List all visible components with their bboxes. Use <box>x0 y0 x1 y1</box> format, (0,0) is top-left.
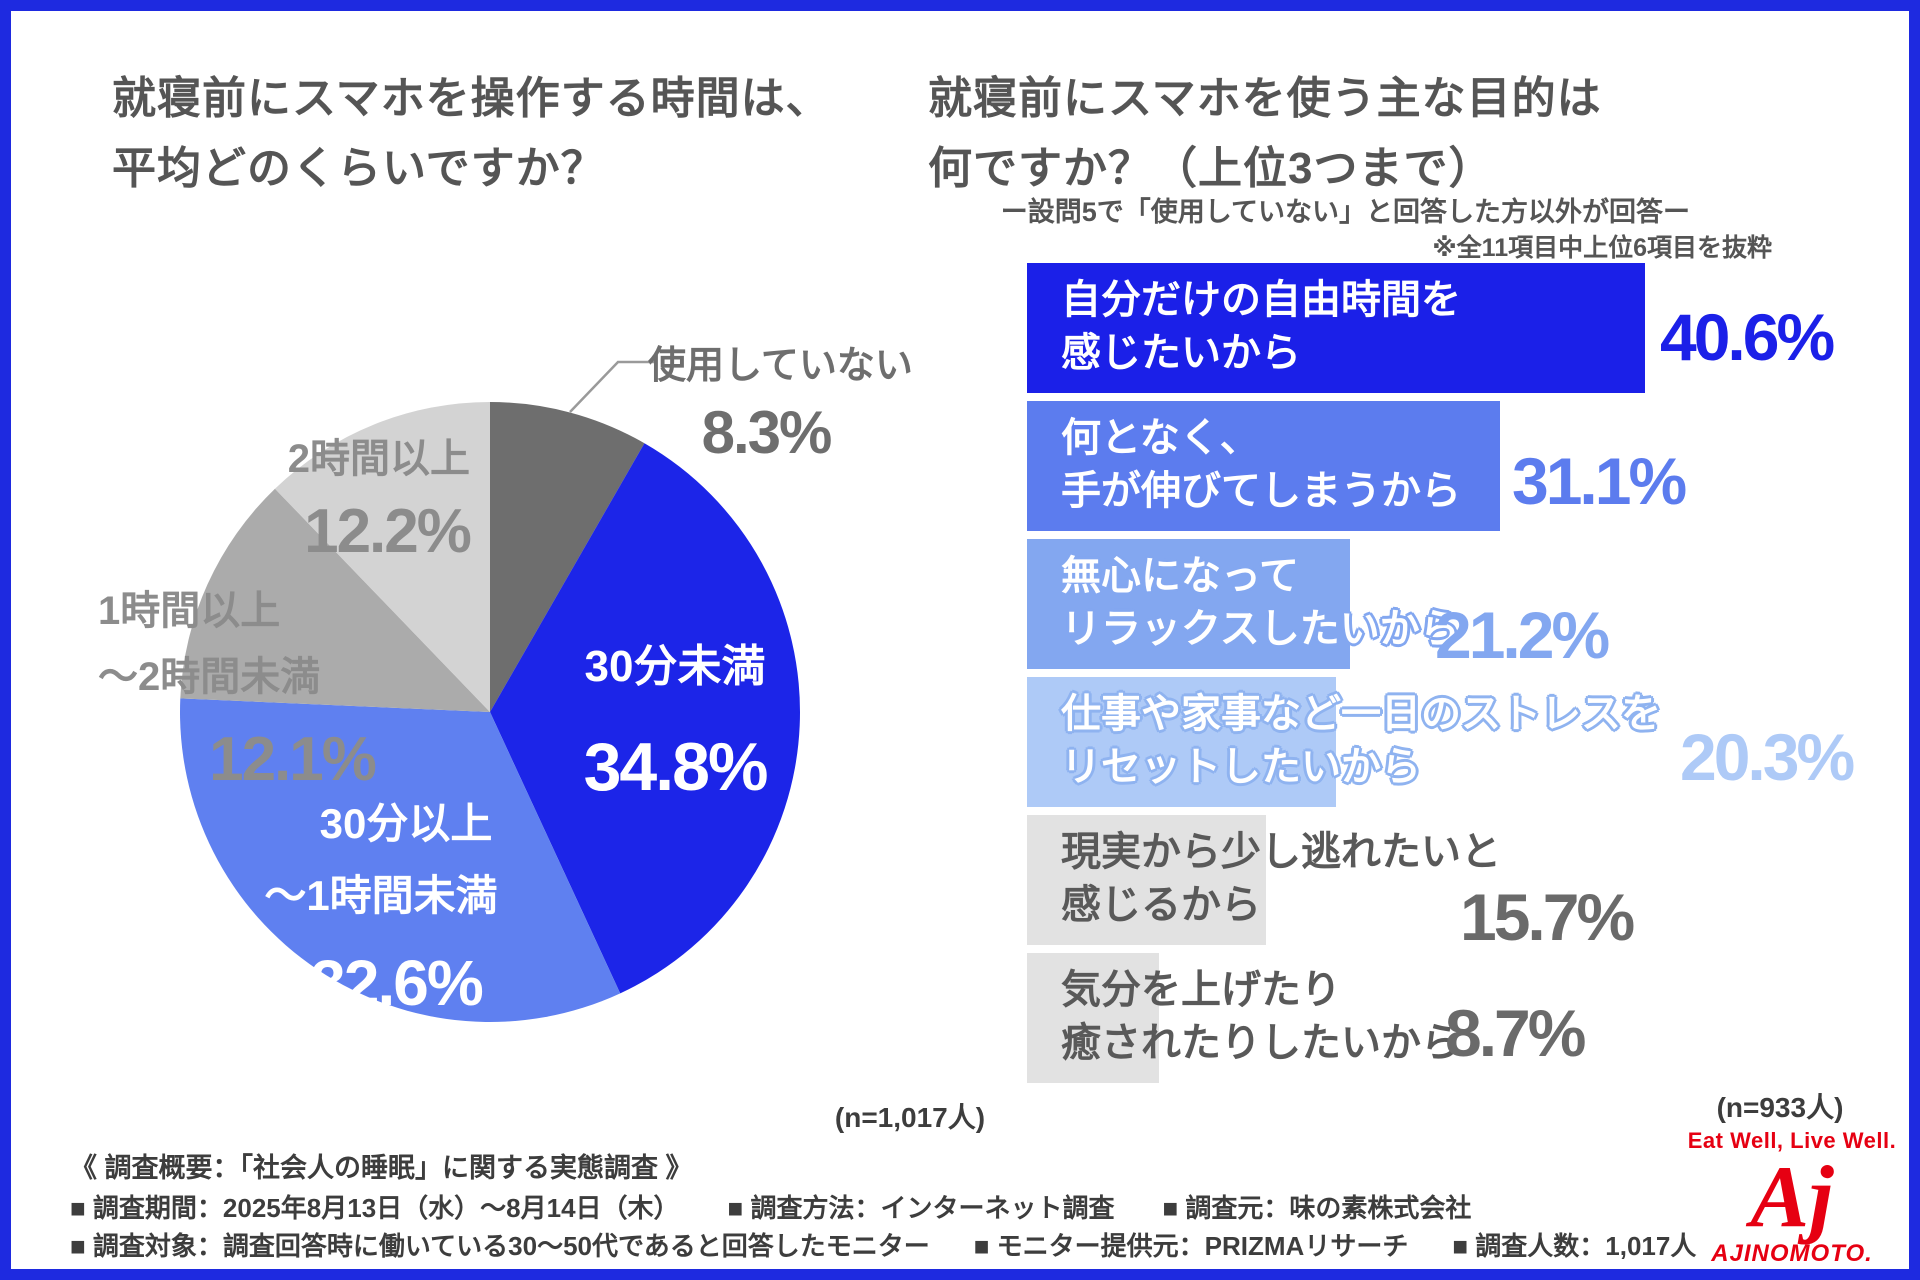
pie-label-2h-plus: 2時間以上 <box>287 437 470 481</box>
pie-chart <box>180 360 801 1023</box>
bar <box>1027 677 1336 807</box>
pie-label-1to2h-line1: 1時間以上 <box>98 589 281 633</box>
bar-title-line1: 就寝前にスマホを使う主な目的は <box>928 74 1602 123</box>
bar-value: 31.1% <box>1512 444 1687 518</box>
survey-provider: ■ モニター提供元：PRIZMAリサーチ <box>973 1231 1409 1261</box>
bar-value: 8.7% <box>1445 996 1586 1070</box>
bar-value: 21.2% <box>1435 598 1610 672</box>
bar-row: 自分だけの自由時間を 感じたいから 40.6% <box>1027 263 1909 393</box>
logo-wordmark: AJINOMOTO. <box>1711 1240 1873 1267</box>
pie-label-30to1h-line2: 〜1時間未満 <box>264 872 498 919</box>
bar <box>1027 263 1645 393</box>
bar-sample-size: (n=933人) <box>1716 1092 1844 1123</box>
callout-line <box>569 360 655 413</box>
footer-row-2: ■ 調査対象：調査回答時に働いている30〜50代であると回答したモニター ■ モ… <box>70 1226 1696 1263</box>
bar-value: 40.6% <box>1660 300 1835 374</box>
bar <box>1027 539 1350 669</box>
bar <box>1027 953 1159 1083</box>
pie-sample-size: (n=1,017人) <box>834 1102 986 1133</box>
survey-count: ■ 調査人数：1,017人 <box>1452 1231 1697 1261</box>
footer-row-1: ■ 調査期間：2025年8月13日（水）〜8月14日（木） ■ 調査方法：インタ… <box>70 1188 1471 1225</box>
survey-method: ■ 調査方法：インターネット調査 <box>727 1193 1115 1223</box>
pie-slice <box>490 402 645 712</box>
bar-row: 気分を上げたり 癒されたりしたいから 8.7% <box>1027 953 1909 1083</box>
bar-chart: 自分だけの自由時間を 感じたいから 40.6% 何となく、 手が伸びてしまうから 31.1… <box>1027 263 1909 1095</box>
pie-title-line2: 平均どのくらいですか？ <box>112 144 606 193</box>
pie-label-30to1h-line1: 30分以上 <box>319 800 493 847</box>
pie-label-under30: 30分未満 <box>584 642 766 691</box>
pie-value-30to1h: 32.6% <box>310 947 483 1019</box>
logo-tagline: Eat Well, Live Well. <box>1687 1128 1897 1153</box>
bar-label: 仕事や家事など一日のストレスを リセットしたいから <box>1061 692 1661 789</box>
bar-label: 無心になって リラックスしたいから <box>1061 554 1460 651</box>
bar-label: 気分を上げたり 癒されたりしたいから <box>1061 968 1461 1065</box>
bar <box>1027 401 1500 531</box>
bar-label: 何となく、 手が伸びてしまうから <box>1061 416 1461 513</box>
survey-period: ■ 調査期間：2025年8月13日（水）〜8月14日（木） <box>70 1193 680 1223</box>
bar-subtitle: ー設問5で「使用していない」と回答した方以外が回答ー <box>1000 197 1690 227</box>
pie-label-1to2h-line2: 〜2時間未満 <box>98 655 321 699</box>
bar-label: 自分だけの自由時間を 感じたいから <box>1061 278 1461 375</box>
bar-row: 仕事や家事など一日のストレスを リセットしたいから 20.3% <box>1027 677 1909 807</box>
logo-mark-text: Aj <box>1745 1154 1834 1246</box>
bar-row: 現実から少し逃れたいと 感じるから 15.7% <box>1027 815 1909 954</box>
bar-title-line2: 何ですか？（上位3つまで） <box>928 144 1494 193</box>
survey-source: ■ 調査元：味の素株式会社 <box>1162 1193 1472 1223</box>
pie-slice <box>490 443 801 994</box>
bar-value: 15.7% <box>1460 880 1635 954</box>
ajinomoto-mark-icon: Aj <box>1745 1154 1834 1246</box>
bar-value: 20.3% <box>1680 720 1855 794</box>
pie-slice <box>180 698 621 1023</box>
pie-value-1to2h: 12.1% <box>209 725 377 794</box>
pie-value-under30: 34.8% <box>583 729 769 805</box>
pie-slice <box>180 488 491 712</box>
bar-row: 無心になって リラックスしたいから 21.2% <box>1027 539 1909 672</box>
bar-note: ※全11項目中上位6項目を抜粋 <box>1432 234 1772 262</box>
survey-overview-heading: 《 調査概要：「社会人の睡眠」に関する実態調査 》 <box>70 1153 693 1183</box>
bar-label: 現実から少し逃れたいと 感じるから <box>1061 830 1501 927</box>
pie-label-not-using: 使用していない <box>648 345 913 387</box>
survey-target: ■ 調査対象：調査回答時に働いている30〜50代であると回答したモニター <box>70 1231 930 1261</box>
pie-slice <box>274 402 490 712</box>
bar <box>1027 815 1266 945</box>
pie-value-2h-plus: 12.2% <box>304 497 472 566</box>
pie-value-not-using: 8.3% <box>701 399 833 466</box>
bar-row: 何となく、 手が伸びてしまうから 31.1% <box>1027 401 1909 531</box>
pie-title-line1: 就寝前にスマホを操作する時間は、 <box>112 74 831 123</box>
ajinomoto-logo: Eat Well, Live Well. Aj AJINOMOTO. <box>1672 1128 1912 1268</box>
